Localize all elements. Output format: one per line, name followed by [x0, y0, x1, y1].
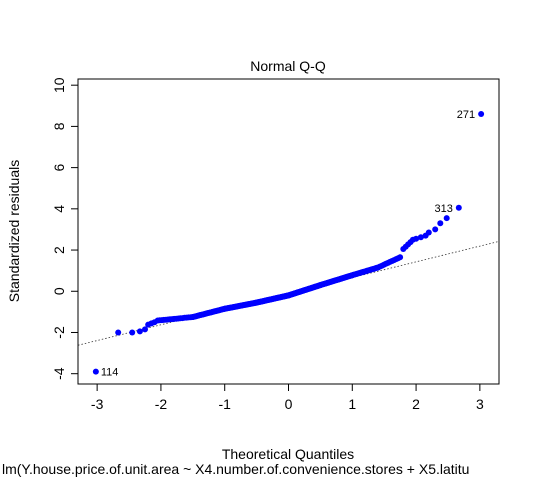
data-point — [432, 226, 438, 232]
plot-title: Normal Q-Q — [250, 58, 326, 74]
y-tick-label: 6 — [51, 164, 67, 172]
outlier-point-313 — [456, 205, 462, 211]
x-axis: -3 -2 -1 0 1 2 3 — [91, 384, 484, 412]
data-point — [437, 220, 443, 226]
y-tick-label: 8 — [51, 122, 67, 130]
y-axis-title: Standardized residuals — [6, 160, 22, 302]
data-point — [137, 328, 143, 334]
x-tick-label: -1 — [218, 396, 231, 412]
y-tick-label: 10 — [51, 77, 67, 93]
x-tick-label: 0 — [285, 396, 293, 412]
data-point — [115, 330, 121, 336]
data-point — [129, 330, 135, 336]
y-tick-label: 2 — [51, 246, 67, 254]
plot-area: 114 313 271 — [78, 109, 499, 379]
data-point — [444, 215, 450, 221]
y-tick-label: -4 — [51, 367, 67, 380]
y-tick-label: 0 — [51, 287, 67, 295]
y-tick-label: -2 — [51, 326, 67, 339]
outlier-label-313: 313 — [434, 203, 452, 215]
y-tick-label: 4 — [51, 205, 67, 213]
x-tick-label: -3 — [91, 396, 104, 412]
data-point — [426, 230, 432, 236]
outlier-point-271 — [478, 111, 484, 117]
outlier-point-114 — [93, 369, 99, 375]
data-point — [397, 254, 403, 260]
x-tick-label: 1 — [348, 396, 356, 412]
y-axis: -4 -2 0 2 4 6 8 10 — [51, 77, 78, 380]
model-formula: lm(Y.house.price.of.unit.area ~ X4.numbe… — [2, 461, 469, 477]
outlier-label-114: 114 — [101, 367, 119, 379]
outlier-label-271: 271 — [457, 109, 475, 121]
x-tick-label: 3 — [476, 396, 484, 412]
x-tick-label: -2 — [155, 396, 168, 412]
x-axis-title: Theoretical Quantiles — [222, 446, 354, 462]
x-tick-label: 2 — [412, 396, 420, 412]
